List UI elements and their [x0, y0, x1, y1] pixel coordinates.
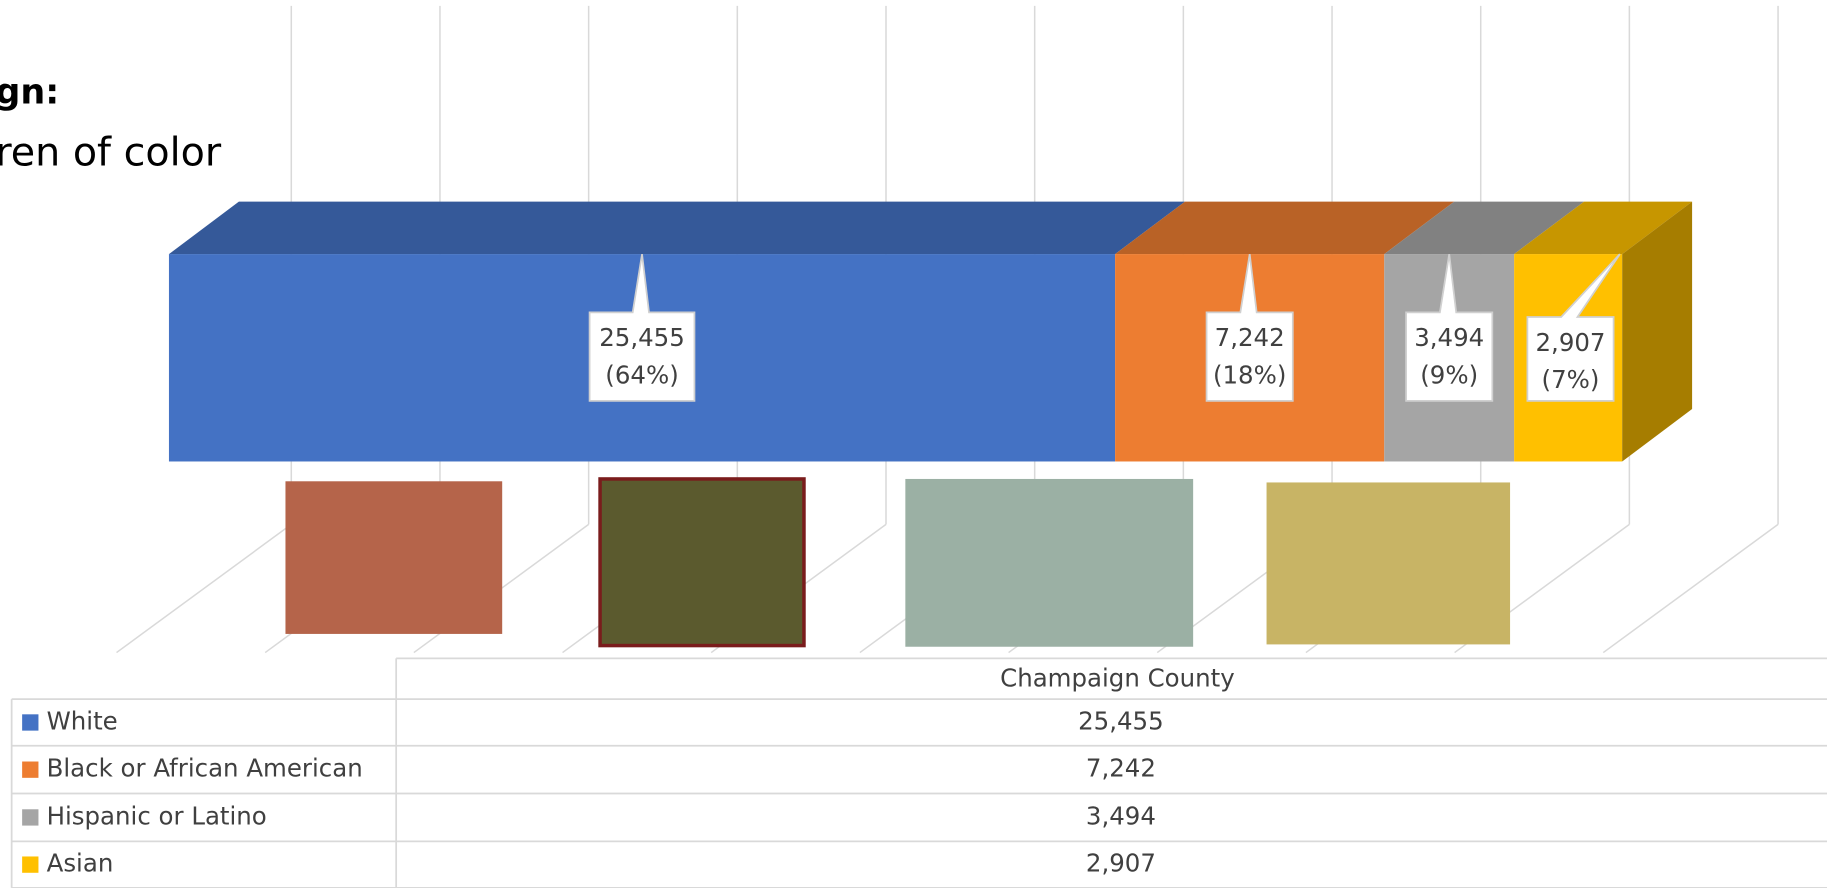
table-value: 3,494	[1086, 801, 1156, 830]
legend-label: Black or African American	[47, 754, 363, 783]
floor-grid-line	[117, 524, 292, 652]
value-label: 25,455	[599, 323, 685, 352]
page: gn: ren of color Champaign County White 25…	[0, 0, 1827, 888]
bar-top	[169, 202, 1185, 254]
table-header: Champaign County	[1000, 663, 1235, 692]
table-value: 2,907	[1086, 849, 1156, 878]
table-value: 7,242	[1086, 754, 1156, 783]
legend-label: Hispanic or Latino	[47, 801, 267, 830]
value-label: 2,907	[1535, 328, 1605, 357]
data-table: Champaign County White 25,455 Black or Afri…	[12, 658, 1827, 888]
value-label: 3,494	[1414, 323, 1484, 352]
legend-label: Asian	[47, 849, 114, 878]
share-label: (18%)	[1213, 360, 1286, 389]
share-label: (7%)	[1542, 365, 1600, 394]
photos	[285, 479, 1510, 647]
photo	[285, 481, 502, 634]
photo	[600, 479, 804, 646]
legend-label: White	[47, 706, 118, 735]
share-label: (64%)	[605, 360, 678, 389]
table-value: 25,455	[1078, 706, 1164, 735]
subheading-fragment: ren of color	[0, 130, 222, 176]
share-label: (9%)	[1420, 360, 1478, 389]
value-label: 7,242	[1215, 323, 1285, 352]
photo	[1267, 482, 1511, 644]
legend-swatch	[22, 714, 38, 730]
slide: gn: ren of color Champaign County White 25…	[0, 0, 1827, 888]
legend-swatch	[22, 809, 38, 825]
heading-fragment: gn:	[0, 72, 59, 112]
floor-grid-line	[1603, 524, 1778, 652]
photo	[905, 479, 1193, 647]
legend-swatch	[22, 762, 38, 778]
legend-swatch	[22, 856, 38, 872]
